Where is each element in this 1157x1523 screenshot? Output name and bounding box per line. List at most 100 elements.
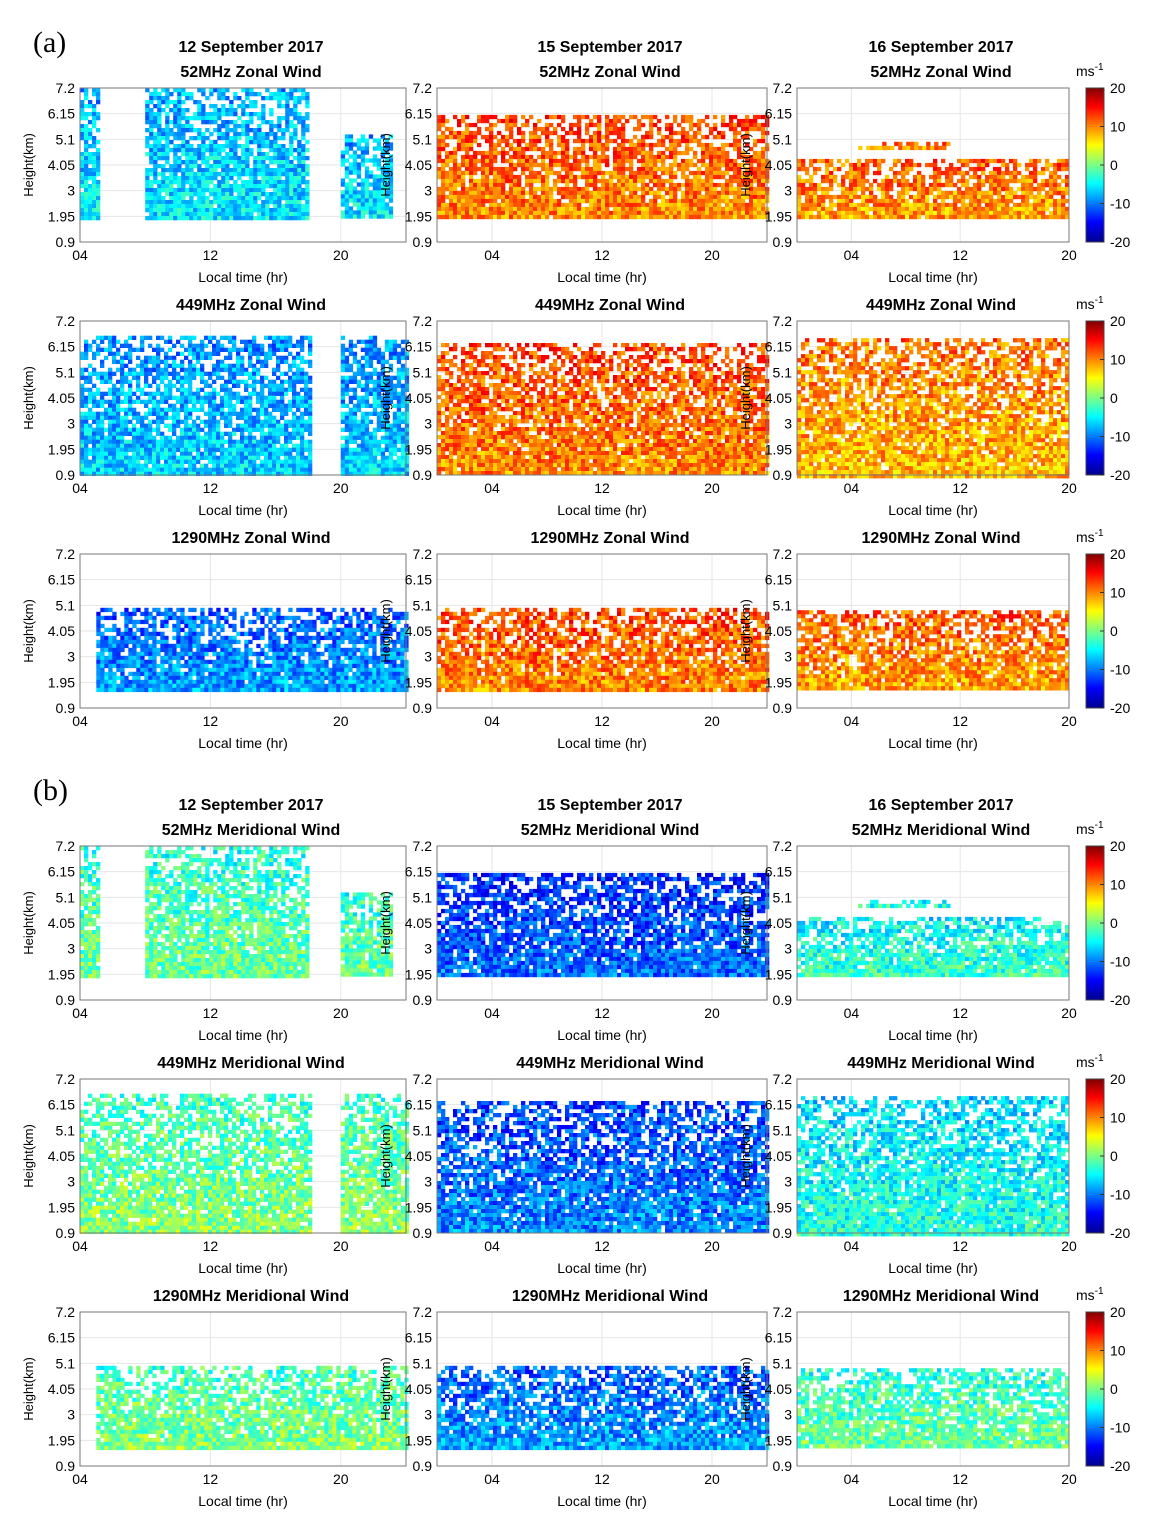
data-cell (669, 123, 673, 127)
data-cell (297, 152, 301, 156)
data-cell (229, 152, 233, 156)
data-cell (449, 135, 453, 139)
data-cell (221, 88, 225, 92)
data-cell (341, 214, 345, 218)
data-cell (92, 136, 96, 140)
data-cell (96, 88, 100, 92)
data-cell (165, 144, 169, 148)
data-cell (281, 116, 285, 120)
data-cell (253, 128, 257, 132)
data-cell (473, 131, 477, 135)
data-cell (201, 192, 205, 196)
data-cell (173, 168, 177, 172)
data-cell (161, 164, 165, 168)
data-cell (305, 148, 309, 152)
data-cell (301, 208, 305, 212)
data-cell (349, 198, 353, 202)
data-cell (197, 104, 201, 108)
data-cell (265, 192, 269, 196)
data-cell (297, 156, 301, 160)
data-cell (92, 216, 96, 220)
data-cell (361, 198, 365, 202)
data-cell (293, 188, 297, 192)
data-cell (353, 170, 357, 174)
data-cell (92, 204, 96, 208)
data-cell (209, 144, 213, 148)
data-cell (281, 144, 285, 148)
data-cell (269, 196, 273, 200)
data-cell (92, 92, 96, 96)
data-cell (613, 127, 617, 131)
data-cell (165, 168, 169, 172)
data-cell (241, 120, 245, 124)
data-cell (297, 120, 301, 124)
data-cell (297, 164, 301, 168)
data-cell (177, 180, 181, 184)
data-cell (145, 108, 149, 112)
data-cell (205, 156, 209, 160)
data-cell (181, 136, 185, 140)
data-cell (209, 116, 213, 120)
data-cell (181, 124, 185, 128)
data-cell (96, 180, 100, 184)
data-cell (149, 116, 153, 120)
data-cell (297, 144, 301, 148)
data-cell (345, 158, 349, 162)
data-cell (153, 188, 157, 192)
data-cell (269, 180, 273, 184)
data-cell (225, 144, 229, 148)
data-cell (297, 168, 301, 172)
data-cell (217, 128, 221, 132)
data-cell (289, 164, 293, 168)
data-cell (185, 120, 189, 124)
data-cell (197, 156, 201, 160)
data-cell (249, 200, 253, 204)
data-cell (88, 152, 92, 156)
data-cell (289, 216, 293, 220)
data-cell (169, 120, 173, 124)
data-cell (193, 184, 197, 188)
data-cell (96, 204, 100, 208)
data-cell (245, 92, 249, 96)
data-cell (193, 200, 197, 204)
data-cell (209, 164, 213, 168)
data-cell (289, 96, 293, 100)
data-cell (237, 176, 241, 180)
data-cell (745, 115, 749, 119)
data-cell (437, 135, 441, 139)
data-cell (185, 160, 189, 164)
data-cell (145, 200, 149, 204)
data-cell (285, 120, 289, 124)
x-axis-label: Local time (hr) (198, 269, 287, 285)
data-cell (229, 168, 233, 172)
data-cell (92, 104, 96, 108)
data-cell (593, 123, 597, 127)
data-cell (185, 148, 189, 152)
data-cell (265, 172, 269, 176)
data-cell (257, 184, 261, 188)
data-cell (301, 148, 305, 152)
data-cell (225, 108, 229, 112)
data-cell (617, 127, 621, 131)
data-cell (92, 192, 96, 196)
data-cell (341, 162, 345, 166)
data-cell (293, 180, 297, 184)
data-cell (245, 148, 249, 152)
data-cell (265, 152, 269, 156)
data-cell (201, 216, 205, 220)
data-cell (205, 160, 209, 164)
data-cell (277, 104, 281, 108)
data-cell (249, 196, 253, 200)
data-cell (377, 206, 381, 210)
data-cell (545, 131, 549, 135)
data-cell (221, 176, 225, 180)
data-cell (289, 88, 293, 92)
data-cell (465, 127, 469, 131)
data-cell (96, 140, 100, 144)
data-cell (293, 132, 297, 136)
data-cell (233, 108, 237, 112)
data-cell (92, 116, 96, 120)
data-cell (265, 168, 269, 172)
data-cell (285, 112, 289, 116)
data-cell (281, 96, 285, 100)
